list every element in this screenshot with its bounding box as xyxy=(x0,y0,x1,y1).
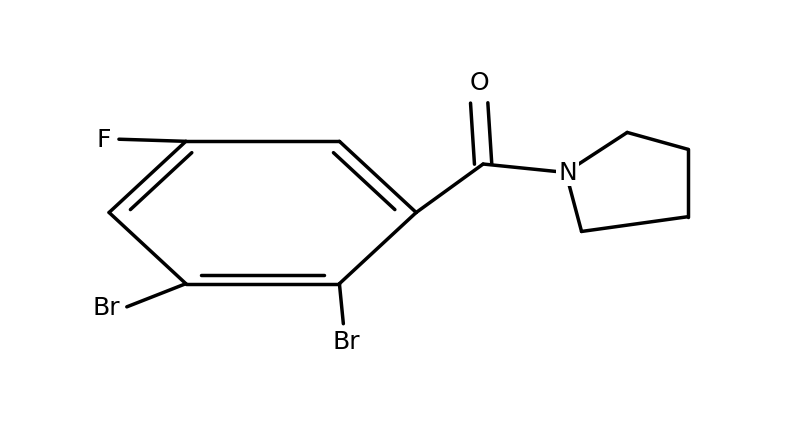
Text: Br: Br xyxy=(93,295,121,319)
Text: F: F xyxy=(97,128,111,152)
Text: N: N xyxy=(558,160,577,184)
Text: O: O xyxy=(469,71,489,95)
Text: Br: Br xyxy=(333,329,360,353)
